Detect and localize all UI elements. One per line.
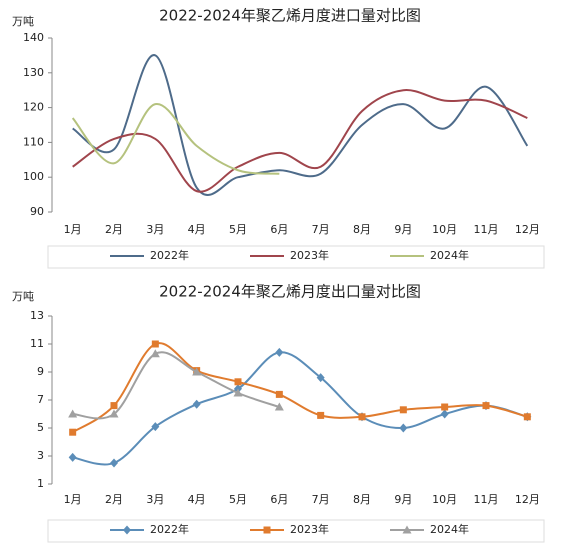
marker (275, 390, 283, 398)
marker (234, 378, 242, 386)
y-tick-label: 100 (23, 170, 44, 183)
series-line (72, 89, 528, 193)
marker (151, 340, 159, 348)
marker (123, 525, 131, 535)
legend-label: 2024年 (430, 522, 469, 536)
legend-box (47, 519, 545, 543)
y-axis-label: 万吨 (12, 15, 34, 28)
x-tick-label: 6月 (270, 493, 288, 506)
y-tick-label: 110 (23, 135, 44, 148)
marker (110, 458, 118, 468)
chart-title: 2022-2024年聚乙烯月度进口量对比图 (159, 7, 421, 25)
x-tick-label: 9月 (394, 223, 412, 236)
x-tick-label: 9月 (394, 493, 412, 506)
x-tick-label: 8月 (353, 493, 371, 506)
x-tick-label: 12月 (515, 493, 540, 506)
series-line (72, 54, 529, 196)
marker (68, 409, 78, 418)
series-line (72, 351, 528, 466)
marker (263, 526, 271, 534)
y-tick-label: 140 (23, 31, 44, 44)
series-line (72, 342, 528, 434)
marker (150, 349, 160, 358)
x-tick-label: 4月 (188, 223, 206, 236)
x-tick-label: 2月 (105, 223, 123, 236)
legend-label: 2023年 (290, 522, 329, 536)
x-tick-label: 12月 (515, 223, 540, 236)
marker (233, 388, 243, 397)
marker (482, 402, 490, 410)
marker (399, 406, 407, 414)
marker (192, 399, 201, 409)
marker (151, 422, 160, 432)
x-tick-label: 3月 (146, 223, 164, 236)
y-tick-label: 120 (23, 101, 44, 114)
x-tick-label: 8月 (353, 223, 371, 236)
y-tick-label: 130 (23, 66, 44, 79)
y-tick-label: 11 (30, 337, 44, 350)
x-tick-label: 1月 (64, 493, 82, 506)
x-tick-label: 10月 (432, 493, 457, 506)
y-tick-label: 7 (37, 393, 44, 406)
legend-box (47, 245, 545, 269)
marker (316, 373, 325, 383)
marker (109, 409, 119, 418)
marker (358, 413, 366, 421)
marker (441, 403, 449, 411)
marker (440, 409, 449, 419)
x-tick-label: 11月 (474, 493, 499, 506)
marker (68, 452, 77, 462)
marker (110, 402, 118, 410)
marker (274, 402, 284, 411)
series-line (71, 103, 280, 175)
marker (192, 367, 202, 376)
x-tick-label: 7月 (312, 493, 330, 506)
marker (399, 423, 408, 433)
x-tick-label: 4月 (188, 493, 206, 506)
marker (69, 428, 77, 436)
x-tick-label: 2月 (105, 493, 123, 506)
legend-label: 2022年 (150, 248, 189, 262)
chart-title: 2022-2024年聚乙烯月度出口量对比图 (159, 283, 421, 301)
marker (402, 525, 412, 534)
y-tick-label: 13 (30, 309, 44, 322)
legend-label: 2023年 (290, 248, 329, 262)
marker (523, 413, 531, 421)
y-tick-label: 9 (37, 365, 44, 378)
y-tick-label: 5 (37, 421, 44, 434)
y-tick-label: 90 (30, 205, 44, 218)
y-axis-label: 万吨 (12, 290, 34, 303)
marker (275, 347, 284, 357)
legend-label: 2024年 (430, 248, 469, 262)
x-tick-label: 5月 (229, 493, 247, 506)
x-tick-label: 6月 (270, 223, 288, 236)
y-tick-label: 1 (37, 477, 44, 490)
x-tick-label: 10月 (432, 223, 457, 236)
x-tick-label: 11月 (474, 223, 499, 236)
legend-label: 2022年 (150, 522, 189, 536)
x-tick-label: 1月 (64, 223, 82, 236)
marker (317, 411, 325, 419)
x-tick-label: 7月 (312, 223, 330, 236)
x-tick-label: 3月 (146, 493, 164, 506)
x-tick-label: 5月 (229, 223, 247, 236)
y-tick-label: 3 (37, 449, 44, 462)
